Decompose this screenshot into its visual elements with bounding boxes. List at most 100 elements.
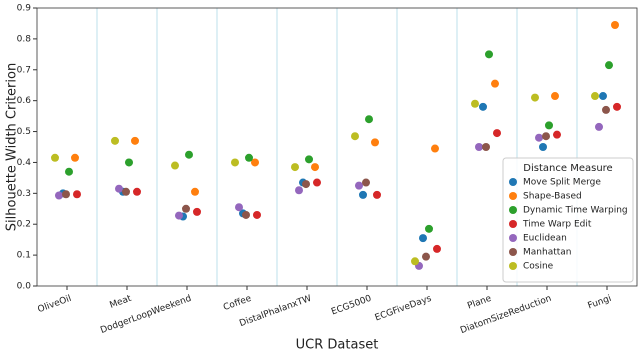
point — [611, 20, 619, 29]
legend-label: Manhattan — [523, 248, 571, 258]
point — [193, 207, 201, 216]
legend-label: Dynamic Time Warping — [523, 206, 628, 216]
point — [191, 187, 199, 196]
point — [373, 190, 381, 199]
point — [419, 234, 427, 243]
point — [599, 92, 607, 101]
point — [531, 93, 539, 102]
legend-marker — [509, 248, 517, 256]
point — [411, 257, 419, 266]
point — [242, 210, 250, 219]
point — [613, 102, 621, 111]
legend-label: Shape-Based — [523, 192, 582, 202]
point — [602, 105, 610, 114]
point — [362, 178, 370, 187]
y-tick-label: 0.7 — [17, 65, 31, 75]
point — [115, 184, 123, 193]
legend-label: Move Split Merge — [523, 178, 601, 188]
point — [475, 143, 483, 151]
point — [111, 136, 119, 145]
point — [182, 204, 190, 213]
y-tick-label: 0.1 — [17, 251, 31, 261]
x-tick-label: ECGFiveDays — [374, 294, 433, 324]
y-tick-label: 0.0 — [17, 282, 32, 292]
x-axis-title: UCR Dataset — [296, 338, 379, 351]
legend-marker — [509, 220, 517, 228]
point — [171, 161, 179, 170]
point — [359, 190, 367, 199]
point — [351, 132, 359, 141]
x-tick-label: ECG5000 — [330, 294, 373, 318]
point — [311, 163, 319, 172]
point — [62, 190, 70, 199]
legend-box — [502, 157, 634, 283]
point — [493, 129, 501, 138]
y-tick-label: 0.2 — [17, 220, 31, 230]
point — [539, 143, 547, 151]
point — [365, 115, 373, 124]
y-tick-label: 0.6 — [17, 96, 32, 106]
point — [55, 191, 63, 200]
point — [595, 122, 603, 131]
point — [65, 167, 73, 176]
legend-label: Time Warp Edit — [522, 220, 592, 230]
point — [295, 186, 303, 195]
point — [122, 187, 130, 196]
x-tick-label: Fungi — [587, 294, 613, 312]
point — [535, 133, 543, 142]
point — [51, 153, 59, 162]
point — [545, 121, 553, 130]
legend-label: Euclidean — [523, 234, 567, 244]
point — [253, 210, 261, 219]
legend-title: Distance Measure — [523, 163, 612, 174]
point — [425, 224, 433, 233]
point — [553, 130, 561, 139]
plot-frame — [36, 7, 638, 287]
x-tick-label: Coffee — [222, 294, 253, 313]
point — [542, 132, 550, 141]
point — [485, 50, 493, 59]
point — [431, 144, 439, 153]
point — [175, 211, 183, 220]
point — [313, 178, 321, 187]
point — [479, 102, 487, 111]
point — [305, 155, 313, 164]
y-tick-label: 0.3 — [17, 189, 31, 199]
y-tick-label: 0.4 — [17, 158, 32, 168]
point — [71, 153, 79, 162]
point — [291, 163, 299, 172]
legend-label: Cosine — [523, 262, 554, 272]
point — [605, 61, 613, 70]
x-tick-label: OliveOil — [37, 294, 73, 315]
point — [73, 190, 81, 199]
point — [471, 99, 479, 108]
point — [245, 153, 253, 162]
point — [551, 92, 559, 101]
point — [231, 158, 239, 167]
legend-marker — [509, 262, 517, 270]
point — [125, 158, 133, 167]
x-tick-label: Plane — [466, 294, 493, 312]
y-tick-label: 0.5 — [17, 127, 31, 137]
point — [185, 150, 193, 159]
point — [133, 187, 141, 196]
legend-marker — [509, 234, 517, 242]
point — [235, 203, 243, 212]
x-tick-label: Meat — [108, 294, 133, 311]
point — [482, 143, 490, 151]
point — [302, 180, 310, 189]
point — [355, 181, 363, 190]
point — [251, 158, 259, 167]
y-tick-label: 0.8 — [17, 34, 32, 44]
point — [591, 92, 599, 101]
legend-marker — [509, 178, 517, 186]
point — [433, 244, 441, 253]
point — [422, 252, 430, 261]
legend-marker — [509, 206, 517, 214]
point — [131, 136, 139, 145]
point — [371, 138, 379, 147]
point — [491, 79, 499, 88]
y-axis-title: Silhouette Width Criterion — [5, 63, 20, 231]
legend-marker — [509, 192, 517, 200]
